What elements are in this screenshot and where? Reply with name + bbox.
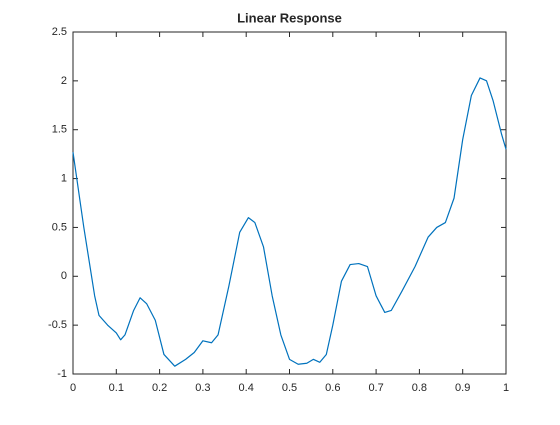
- y-tick-label: 0.5: [52, 221, 67, 233]
- y-tick-label: 2: [61, 75, 67, 87]
- x-tick-label: 0.8: [412, 382, 427, 394]
- y-tick-label: 2.5: [52, 26, 67, 38]
- y-tick-label: 1: [61, 172, 67, 184]
- chart-title: Linear Response: [237, 10, 342, 25]
- plot-area: [72, 31, 507, 375]
- x-tick-label: 0.9: [455, 382, 470, 394]
- y-tick-label: 0: [61, 270, 67, 282]
- x-tick-label: 0: [70, 382, 76, 394]
- x-tick-label: 0.1: [109, 382, 124, 394]
- y-tick-label: -1: [57, 368, 67, 380]
- x-tick-label: 0.2: [152, 382, 167, 394]
- x-tick-label: 0.6: [325, 382, 340, 394]
- x-tick-label: 0.7: [368, 382, 383, 394]
- x-tick-label: 0.5: [282, 382, 297, 394]
- x-tick-label: 1: [503, 382, 509, 394]
- x-tick-label: 0.4: [239, 382, 254, 394]
- y-tick-label: 1.5: [52, 124, 67, 136]
- x-tick-label: 0.3: [195, 382, 210, 394]
- y-tick-label: -0.5: [48, 319, 67, 331]
- line: [72, 77, 507, 367]
